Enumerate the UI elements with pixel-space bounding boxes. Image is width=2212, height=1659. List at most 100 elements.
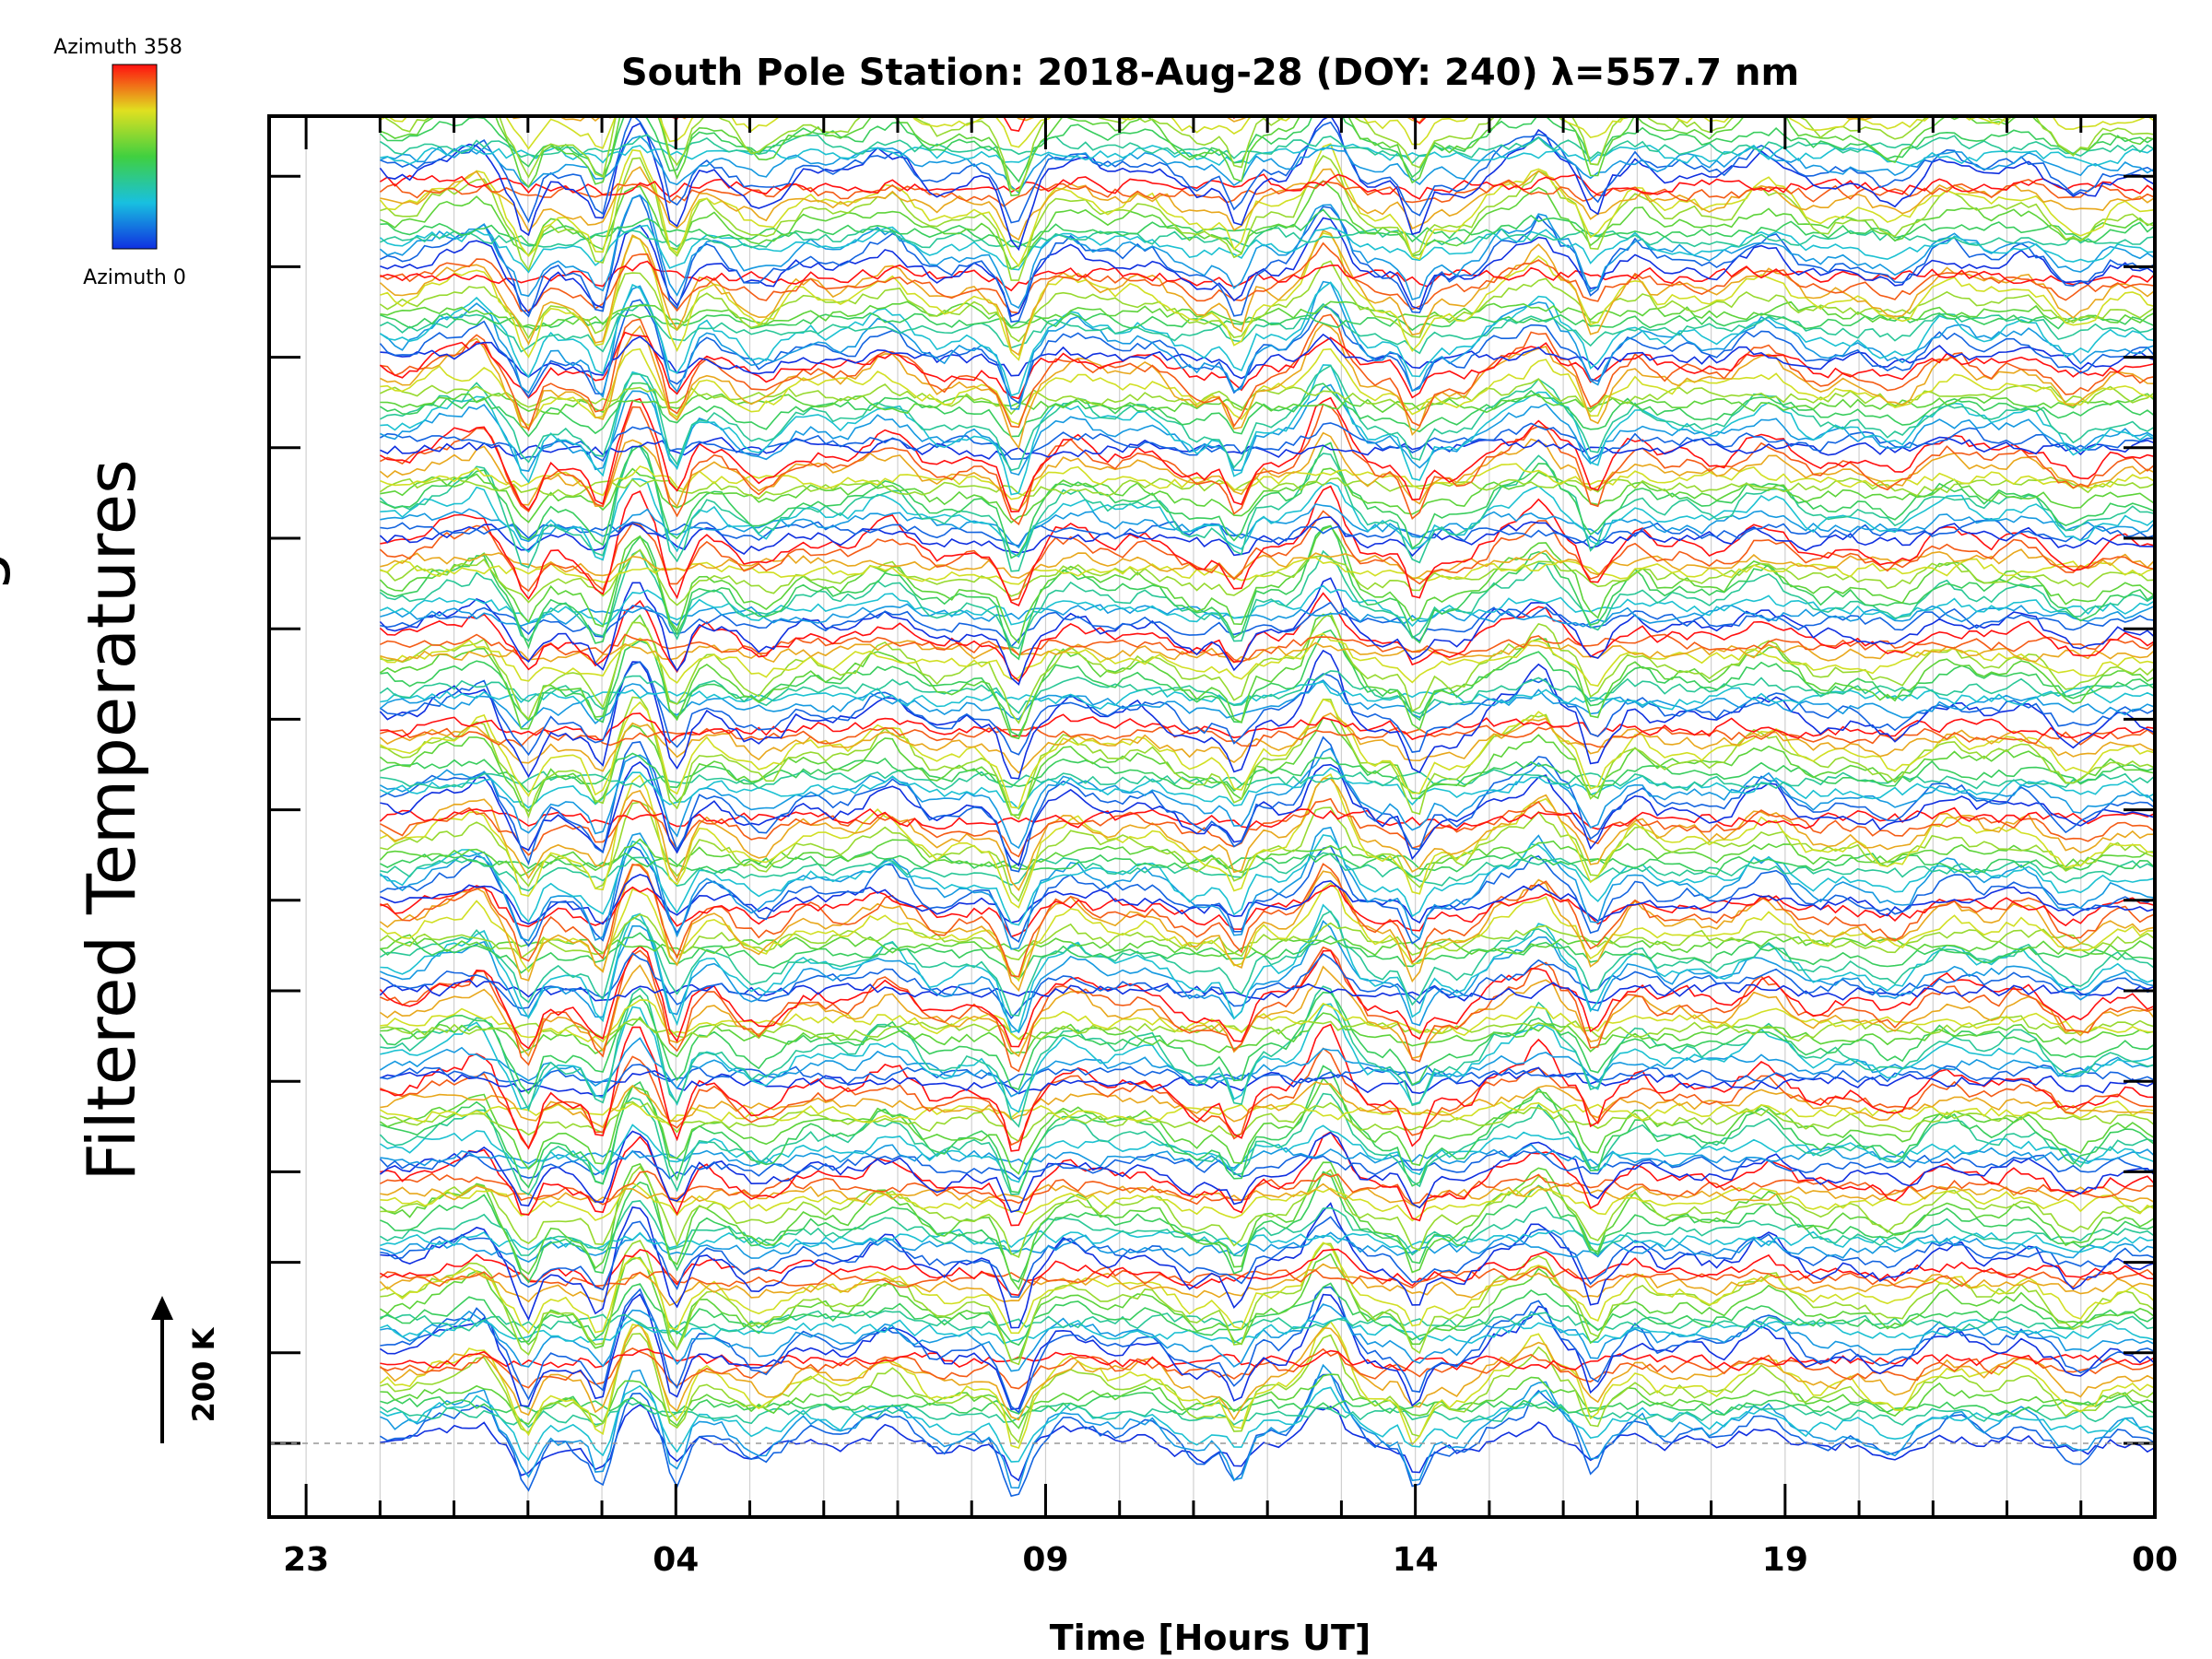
azimuth-trace — [379, 1200, 2155, 1257]
azimuth-trace — [380, 1373, 2155, 1430]
scale-bar-arrowhead — [151, 1296, 173, 1320]
x-tick-labels: 23 04 09 14 19 00 — [283, 1541, 2178, 1579]
azimuth-trace — [380, 952, 2155, 1020]
azimuth-trace — [379, 1320, 2155, 1449]
azimuth-trace — [379, 632, 2155, 688]
azimuth-trace — [380, 280, 2155, 410]
azimuth-trace — [380, 312, 2155, 332]
x-tick-label: 04 — [653, 1541, 699, 1579]
azimuth-trace — [380, 403, 2155, 526]
azimuth-trace — [380, 135, 2155, 194]
azimuth-trace — [379, 1384, 2155, 1463]
azimuth-trace — [380, 1392, 2155, 1418]
colorbar-bottom-label: Azimuth 0 — [83, 266, 186, 289]
azimuth-trace — [379, 1077, 2155, 1175]
x-tick-label: 19 — [1762, 1541, 1808, 1579]
azimuth-trace — [380, 422, 2155, 463]
azimuth-trace — [380, 903, 2155, 1033]
azimuth-trace — [380, 874, 2155, 925]
azimuth-trace — [379, 649, 2155, 780]
azimuth-trace — [379, 331, 2155, 400]
azimuth-trace — [380, 1182, 2155, 1222]
azimuth-trace — [380, 1081, 2155, 1129]
x-tick-label: 23 — [283, 1541, 329, 1579]
azimuth-trace — [380, 724, 2155, 748]
azimuth-trace — [380, 1012, 2155, 1058]
azimuth-trace — [379, 838, 2155, 878]
azimuth-trace — [380, 826, 2155, 950]
azimuth-trace — [379, 577, 2155, 686]
azimuth-trace — [380, 116, 2155, 224]
azimuth-trace — [380, 436, 2155, 460]
azimuth-trace — [380, 1286, 2155, 1414]
axis-ticks — [269, 116, 2157, 1517]
azimuth-trace — [379, 548, 2155, 650]
azimuth-trace — [379, 945, 2155, 1050]
x-tick-label: 14 — [1393, 1541, 1439, 1579]
azimuth-trace — [380, 920, 2155, 1034]
azimuth-trace — [379, 382, 2155, 438]
azimuth-trace — [380, 1239, 2155, 1366]
azimuth-trace — [380, 467, 2155, 524]
azimuth-trace — [380, 767, 2155, 810]
azimuth-trace — [380, 1229, 2155, 1253]
azimuth-trace — [379, 1130, 2155, 1213]
azimuth-trace — [379, 116, 2155, 183]
azimuth-trace — [379, 194, 2155, 310]
chart-title: South Pole Station: 2018-Aug-28 (DOY: 24… — [621, 52, 1799, 94]
azimuth-trace — [379, 1092, 2155, 1196]
azimuth-trace — [380, 441, 2155, 559]
azimuth-trace — [380, 696, 2155, 820]
azimuth-trace — [380, 485, 2155, 606]
azimuth-trace — [380, 143, 2155, 167]
azimuth-trace — [380, 1248, 2155, 1297]
azimuth-trace — [380, 852, 2155, 892]
azimuth-trace — [380, 364, 2155, 472]
azimuth-trace — [379, 716, 2155, 817]
azimuth-trace — [380, 392, 2155, 416]
azimuth-trace — [380, 313, 2155, 432]
azimuth-trace — [380, 194, 2155, 324]
azimuth-trace — [380, 611, 2155, 724]
y-axis-title-fragment: g — [0, 550, 12, 593]
azimuth-trace — [380, 231, 2155, 361]
azimuth-trace — [380, 1171, 2155, 1206]
azimuth-trace — [380, 712, 2155, 744]
azimuth-trace — [380, 1347, 2155, 1371]
azimuth-trace — [380, 1241, 2155, 1335]
azimuth-trace — [380, 863, 2155, 978]
azimuth-trace — [380, 302, 2155, 355]
azimuth-trace — [380, 1363, 2155, 1489]
azimuth-trace — [379, 299, 2155, 405]
azimuth-trace — [379, 445, 2155, 572]
azimuth-trace — [380, 1100, 2155, 1143]
azimuth-trace — [379, 964, 2155, 1060]
azimuth-trace — [380, 934, 2155, 958]
azimuth-trace — [380, 1131, 2155, 1227]
azimuth-trace — [379, 224, 2155, 274]
azimuth-trace — [380, 208, 2155, 248]
azimuth-trace — [380, 999, 2155, 1043]
azimuth-trace — [380, 946, 2155, 1073]
azimuth-trace — [380, 629, 2155, 737]
azimuth-trace — [379, 712, 2155, 774]
azimuth-trace — [380, 116, 2155, 197]
azimuth-trace — [379, 143, 2155, 268]
scale-bar-label: 200 K — [186, 1326, 221, 1422]
azimuth-trace — [379, 863, 2155, 993]
azimuth-trace — [380, 1065, 2155, 1194]
azimuth-trace — [379, 1161, 2155, 1291]
azimuth-trace — [379, 661, 2155, 757]
azimuth-trace — [380, 885, 2155, 938]
azimuth-trace — [380, 347, 2155, 427]
azimuth-trace — [380, 603, 2155, 628]
azimuth-trace — [380, 1047, 2155, 1149]
azimuth-trace — [379, 510, 2155, 602]
azimuth-trace — [379, 516, 2155, 558]
azimuth-trace — [380, 845, 2155, 947]
azimuth-trace — [379, 1265, 2155, 1289]
azimuth-trace — [380, 154, 2155, 281]
azimuth-trace — [379, 179, 2155, 207]
azimuth-trace — [379, 1149, 2155, 1181]
azimuth-trace — [380, 1015, 2155, 1042]
